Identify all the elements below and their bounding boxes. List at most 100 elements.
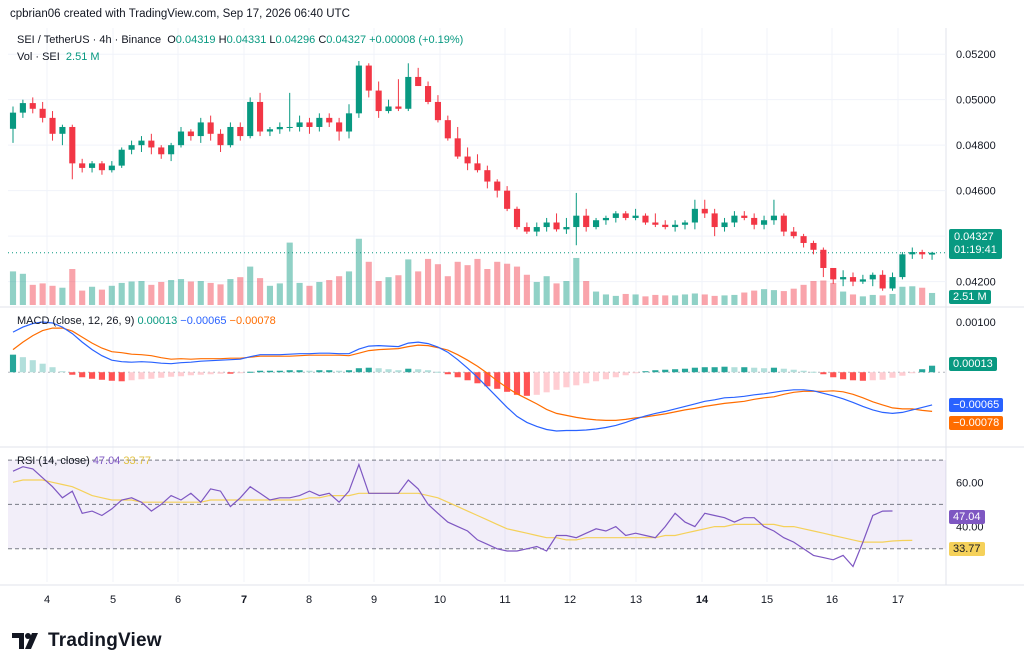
macd-hist-bar bbox=[810, 371, 817, 373]
candle-body bbox=[385, 106, 392, 112]
volume-bar bbox=[840, 291, 847, 305]
candle-body bbox=[187, 131, 194, 137]
candle-body bbox=[197, 122, 204, 137]
volume-bar bbox=[69, 269, 76, 305]
volume-bar bbox=[632, 294, 639, 305]
macd-hist-bar bbox=[830, 372, 837, 378]
macd-hist-bar bbox=[237, 372, 244, 374]
macd-hist-bar bbox=[207, 372, 214, 375]
candle-body bbox=[731, 215, 738, 223]
macd-label[interactable]: MACD (close, 12, 26, 9) bbox=[17, 315, 135, 327]
close-value: 0.04327 bbox=[326, 34, 367, 46]
volume-bar bbox=[424, 258, 432, 305]
volume-bar bbox=[751, 290, 758, 305]
candle-body bbox=[415, 76, 422, 87]
candle-body bbox=[19, 103, 26, 113]
volume-bar bbox=[316, 281, 323, 305]
volume-bar bbox=[820, 280, 827, 305]
volume-label[interactable]: Vol · SEI bbox=[17, 51, 60, 63]
candle-body bbox=[721, 222, 728, 228]
macd-line bbox=[12, 321, 933, 432]
volume-bar bbox=[98, 289, 106, 305]
candle-body bbox=[49, 117, 56, 134]
candle-body bbox=[276, 126, 283, 130]
volume-bar bbox=[9, 271, 17, 305]
candle-body bbox=[395, 106, 402, 109]
macd-hist-bar bbox=[49, 367, 56, 373]
candle-body bbox=[523, 227, 530, 232]
candle-body bbox=[691, 208, 698, 223]
volume-bar bbox=[543, 276, 550, 305]
candle-body bbox=[118, 149, 125, 166]
rsi-legend: RSI (14, close) 47.04 33.77 bbox=[17, 455, 151, 467]
macd-hist-bar bbox=[69, 372, 76, 375]
volume-bar bbox=[879, 295, 886, 305]
volume-bar bbox=[474, 258, 481, 305]
volume-bar bbox=[612, 295, 619, 305]
volume-bar bbox=[504, 263, 511, 305]
macd-hist-bar bbox=[128, 372, 135, 381]
macd-hist-bar bbox=[88, 372, 96, 379]
macd-hist-bar bbox=[909, 372, 916, 374]
volume-bar bbox=[49, 285, 56, 305]
candle-body bbox=[632, 215, 639, 218]
candle-body bbox=[355, 65, 362, 114]
candle-body bbox=[760, 220, 768, 225]
candle-body bbox=[296, 122, 303, 127]
volume-bar bbox=[563, 281, 570, 305]
candle-body bbox=[454, 138, 461, 157]
volume-bar bbox=[691, 293, 698, 305]
volume-bar bbox=[187, 281, 194, 305]
volume-legend: Vol · SEI 2.51 M bbox=[17, 51, 100, 63]
rsi-label[interactable]: RSI (14, close) bbox=[17, 455, 90, 467]
macd-hist-bar bbox=[39, 363, 46, 373]
candle-body bbox=[681, 222, 689, 225]
x-tick-label: 5 bbox=[110, 594, 116, 606]
volume-bar bbox=[770, 290, 778, 305]
macd-hist-bar bbox=[247, 371, 254, 373]
price-axis-label: 0.05000 bbox=[956, 95, 996, 107]
macd-hist-bar bbox=[256, 370, 264, 373]
volume-bar bbox=[652, 294, 659, 305]
volume-bar bbox=[197, 281, 204, 305]
change-value: +0.00008 (+0.19%) bbox=[369, 34, 464, 46]
volume-bar bbox=[513, 266, 521, 305]
macd-hist-bar bbox=[899, 372, 906, 376]
macd-hist-bar bbox=[662, 369, 669, 373]
macd-hist-bar bbox=[780, 368, 787, 373]
volume-bar bbox=[237, 277, 244, 305]
candle-body bbox=[830, 267, 837, 280]
volume-bar bbox=[88, 286, 96, 305]
candle-body bbox=[909, 252, 916, 255]
macd-hist-bar bbox=[691, 367, 698, 373]
volume-bar bbox=[434, 264, 442, 305]
macd-hist-bar bbox=[741, 367, 748, 373]
symbol-legend: SEI / TetherUS · 4h · Binance O0.04319 H… bbox=[17, 34, 463, 46]
candle-body bbox=[168, 145, 175, 155]
macd-hist-bar bbox=[336, 370, 343, 373]
macd-hist-bar bbox=[375, 368, 382, 373]
candle-body bbox=[919, 252, 926, 255]
candle-body bbox=[306, 122, 313, 127]
volume-bar bbox=[405, 259, 412, 305]
tradingview-logo[interactable]: TradingView bbox=[12, 630, 162, 652]
candle-body bbox=[9, 112, 17, 129]
x-tick-label: 6 bbox=[175, 594, 181, 606]
candle-body bbox=[148, 140, 155, 148]
open-value: 0.04319 bbox=[175, 34, 216, 46]
candle-body bbox=[672, 224, 679, 228]
x-tick-label: 4 bbox=[44, 594, 50, 606]
candle-body bbox=[88, 163, 96, 168]
volume-bar bbox=[662, 295, 669, 305]
macd-hist-bar bbox=[612, 372, 619, 378]
volume-bar bbox=[800, 284, 807, 305]
symbol-name[interactable]: SEI / TetherUS · 4h · Binance bbox=[17, 34, 162, 46]
macd-hist-bar bbox=[148, 372, 155, 379]
volume-bar bbox=[919, 287, 926, 305]
macd-hist-bar bbox=[879, 372, 886, 380]
candle-body bbox=[622, 213, 629, 218]
macd-value: −0.00065 bbox=[180, 315, 227, 327]
macd-hist-tag: 0.00013 bbox=[949, 357, 997, 371]
candle-body bbox=[652, 222, 659, 225]
macd-hist-bar bbox=[760, 368, 768, 373]
